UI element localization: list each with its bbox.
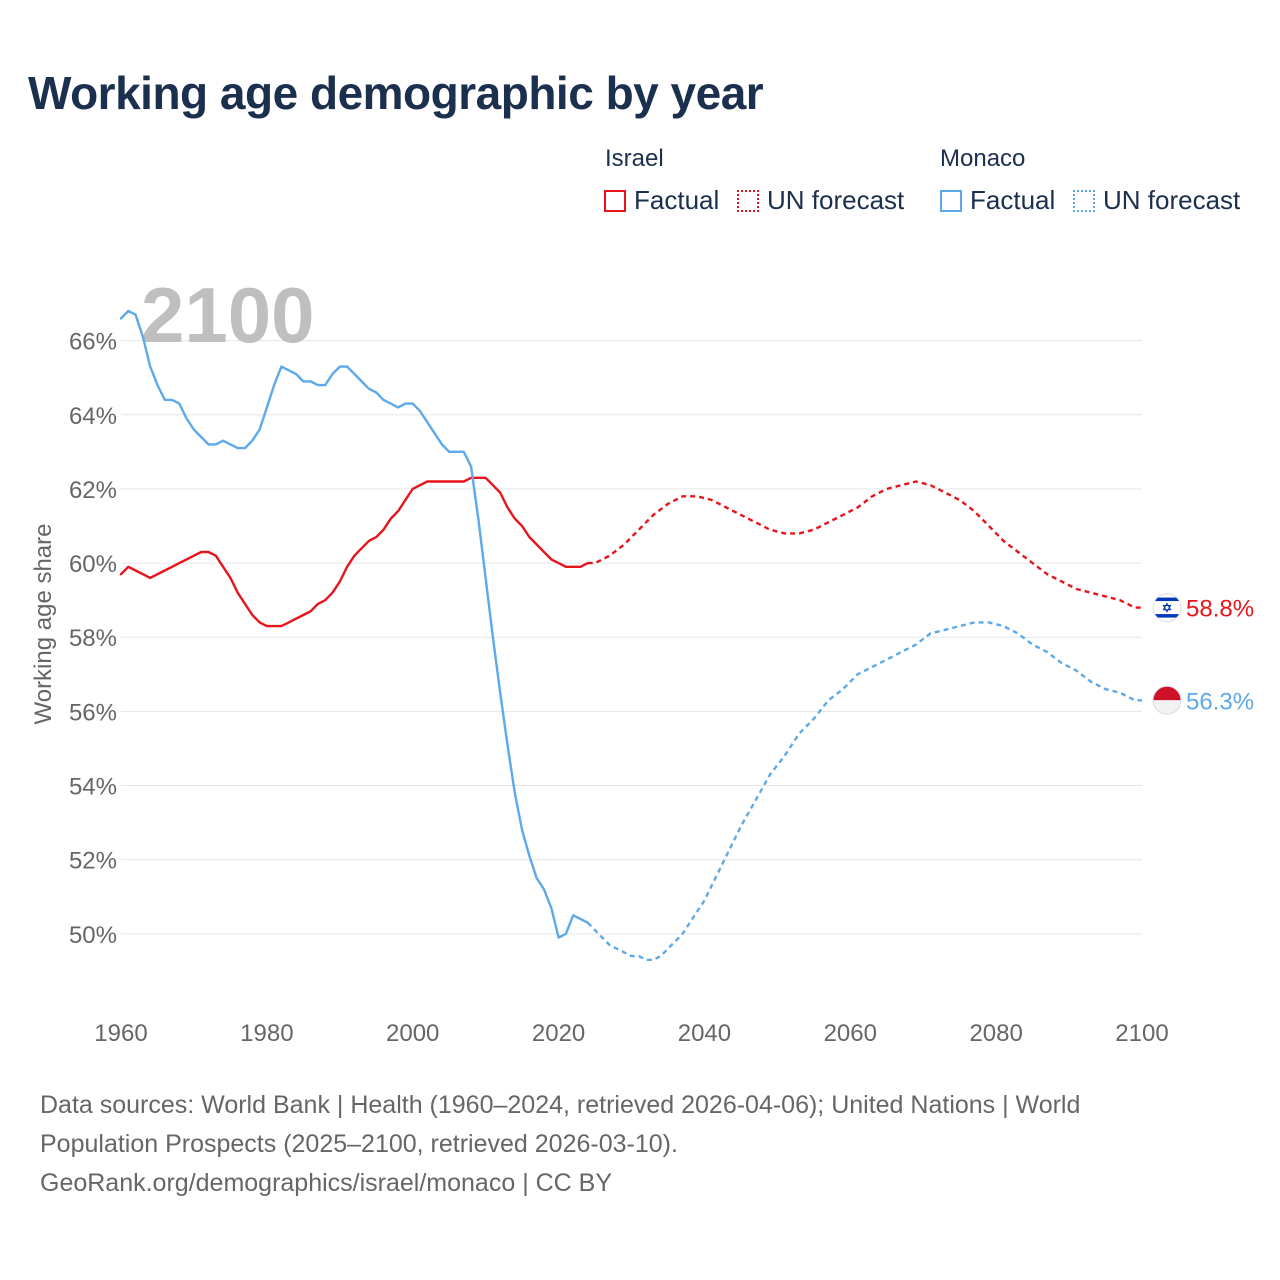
legend-label-monaco-factual: Factual [970,185,1056,215]
x-tick-label: 2020 [532,1020,585,1047]
gridlines [121,340,1142,935]
legend-label-israel-factual: Factual [634,185,720,215]
data-sources: Data sources: World Bank | Health (1960–… [40,1091,1081,1158]
monaco-flag-icon [1152,685,1182,715]
monaco-forecast-line[interactable] [586,621,1142,961]
x-tick-label: 1960 [94,1020,147,1047]
y-axis-ticks: 50% 52% 54% 56% 58% 60% 62% 64% 66% [69,329,117,949]
legend-item-israel-factual[interactable]: Factual [604,185,719,216]
credit-line: GeoRank.org/demographics/israel/monaco |… [40,1169,613,1197]
y-tick-label: 54% [69,774,117,801]
legend-group-monaco: Monaco [940,145,1026,172]
footer: Data sources: World Bank | Health (1960–… [40,1086,1200,1203]
line-chart: 2100 50% 52% 54% 56% 58% 60% 62% 64% 66% 1960 198… [30,271,1254,1047]
legend-item-israel-forecast[interactable]: UN forecast [737,185,904,216]
legend-swatch-solid [940,189,962,212]
legend-item-monaco-forecast[interactable]: UN forecast [1073,185,1240,216]
y-tick-label: 58% [69,625,117,652]
legend-label-israel-forecast: UN forecast [767,185,905,215]
israel-flag-icon [1152,593,1182,623]
x-tick-label: 2000 [386,1020,439,1047]
x-tick-label: 2040 [678,1020,731,1047]
x-tick-label: 2080 [969,1020,1022,1047]
chart-title: Working age demographic by year [28,67,764,119]
legend-swatch-dotted [737,189,759,212]
legend-swatch-dotted [1073,189,1095,212]
end-labels: 58.8% 56.3% [1152,593,1254,715]
monaco-factual-line[interactable] [119,309,589,939]
legend-group-israel: Israel [605,145,664,172]
y-tick-label: 60% [69,551,117,578]
legend-label-monaco-forecast: UN forecast [1103,185,1241,215]
x-tick-label: 1980 [240,1020,293,1047]
israel-factual-line[interactable] [119,476,589,628]
x-tick-label: 2060 [824,1020,877,1047]
x-tick-label: 2100 [1115,1020,1168,1047]
year-watermark: 2100 [141,271,315,359]
y-tick-label: 52% [69,848,117,875]
legend-item-monaco-factual[interactable]: Factual [940,185,1055,216]
israel-forecast-line[interactable] [587,480,1142,609]
y-tick-label: 50% [69,922,117,949]
israel-end-label: 58.8% [1186,596,1254,623]
y-tick-label: 56% [69,699,117,726]
y-tick-label: 64% [69,403,117,430]
x-axis-ticks: 1960 1980 2000 2020 2040 2060 2080 2100 [94,1020,1168,1047]
monaco-end-label: 56.3% [1186,688,1254,715]
y-tick-label: 66% [69,329,117,356]
y-axis-label: Working age share [30,524,57,725]
series-lines [119,309,1142,961]
y-tick-label: 62% [69,477,117,504]
legend-swatch-solid [604,189,626,212]
